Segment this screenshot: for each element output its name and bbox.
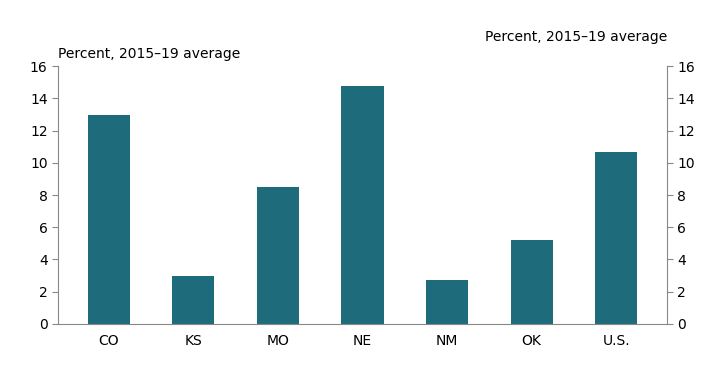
Bar — [173, 276, 215, 324]
Text: Percent, 2015–19 average: Percent, 2015–19 average — [485, 30, 667, 44]
Bar — [341, 86, 384, 324]
Bar — [510, 240, 552, 324]
Bar — [257, 187, 299, 324]
Bar — [595, 152, 637, 324]
Bar — [88, 114, 130, 324]
Bar — [426, 280, 468, 324]
Text: Percent, 2015–19 average: Percent, 2015–19 average — [58, 47, 240, 61]
